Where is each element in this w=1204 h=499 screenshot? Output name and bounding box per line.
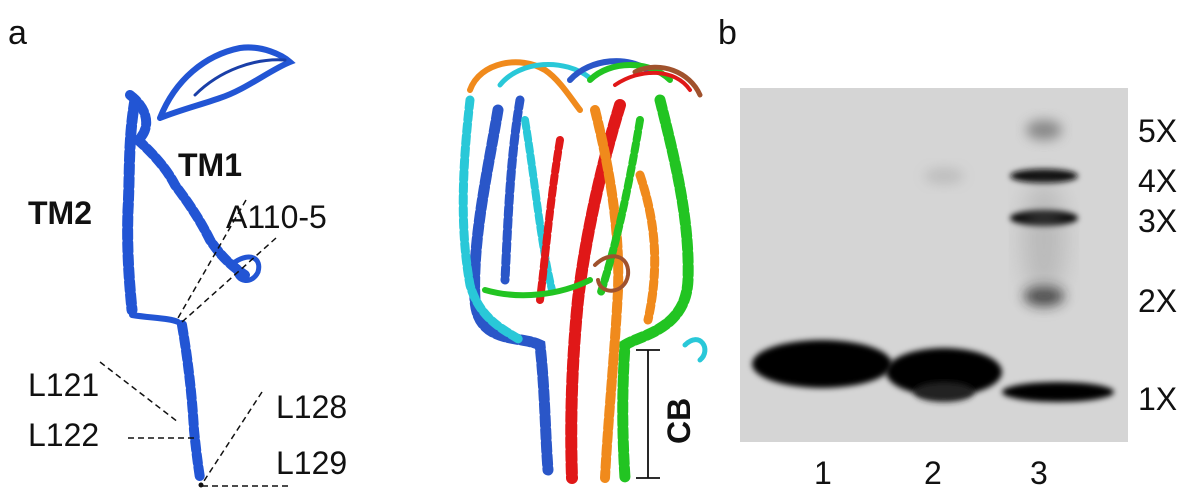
label-5x: 5X xyxy=(1138,113,1177,149)
panel-b-letter: b xyxy=(718,14,737,52)
label-l129: L129 xyxy=(276,445,347,481)
anchor-dot xyxy=(198,482,204,488)
label-l128: L128 xyxy=(276,389,347,425)
label-tm1: TM1 xyxy=(178,147,242,183)
cb-bracket xyxy=(636,349,660,479)
panel-a: a TM1 TM2 A110-5 xyxy=(8,14,708,488)
lane-label-2: 2 xyxy=(924,455,942,491)
label-1x: 1X xyxy=(1138,381,1177,417)
label-2x: 2X xyxy=(1138,283,1177,319)
label-3x: 3X xyxy=(1138,203,1177,239)
label-a110-5: A110-5 xyxy=(226,199,327,235)
band-lane2-1x xyxy=(886,348,1002,396)
band-lane3-5x xyxy=(1026,120,1062,140)
label-l122: L122 xyxy=(28,417,99,453)
panel-b: b 5X 4X 3X 2X 1X 1 2 3 xyxy=(718,14,1177,491)
annotation-leaders xyxy=(99,199,290,487)
panel-a-letter: a xyxy=(8,14,27,52)
gel-bands xyxy=(752,120,1114,402)
lane-label-1: 1 xyxy=(814,455,832,491)
label-tm2: TM2 xyxy=(28,195,92,231)
label-4x: 4X xyxy=(1138,163,1177,199)
label-cb: CB xyxy=(661,398,697,444)
band-lane1-1x xyxy=(752,340,892,388)
band-lane3-1x xyxy=(1002,382,1114,402)
monomer-structure xyxy=(122,44,296,483)
band-lane3-4x xyxy=(1010,169,1078,183)
pentamer-structure xyxy=(458,58,708,484)
label-l121: L121 xyxy=(28,367,99,403)
lane-label-3: 3 xyxy=(1030,455,1048,491)
